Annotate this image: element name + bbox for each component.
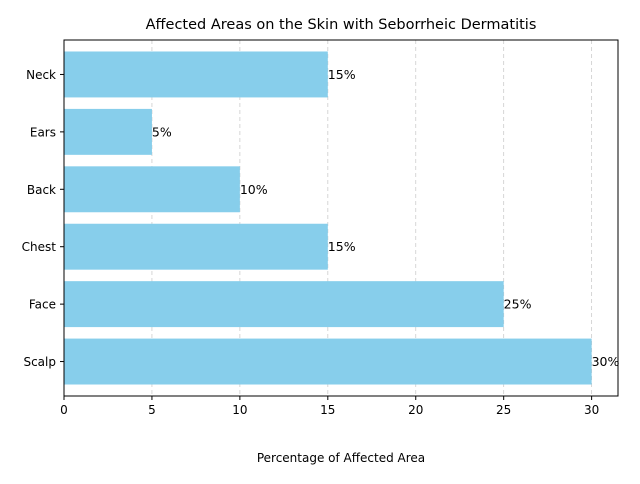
x-tick-label: 5 bbox=[148, 403, 156, 417]
y-tick-label: Scalp bbox=[23, 355, 56, 369]
y-axis-ticks: Scalp Face Chest Back Ears Neck bbox=[22, 68, 64, 369]
bar-chest bbox=[64, 223, 328, 270]
y-tick-label: Neck bbox=[26, 68, 56, 82]
y-tick-label: Ears bbox=[30, 125, 56, 139]
x-tick-label: 15 bbox=[320, 403, 335, 417]
data-label-scalp: 30% bbox=[592, 354, 620, 369]
data-label-face: 25% bbox=[504, 297, 532, 312]
y-tick-label: Back bbox=[27, 183, 56, 197]
x-tick-label: 30 bbox=[584, 403, 599, 417]
chart-title: Affected Areas on the Skin with Seborrhe… bbox=[146, 17, 537, 33]
bar-back bbox=[64, 166, 240, 213]
axes-frame bbox=[63, 39, 619, 397]
grid bbox=[63, 40, 593, 396]
x-tick-label: 20 bbox=[408, 403, 423, 417]
x-tick-label: 10 bbox=[232, 403, 247, 417]
x-tick-label: 25 bbox=[496, 403, 511, 417]
y-tick-label: Face bbox=[29, 298, 56, 312]
bar-scalp bbox=[64, 338, 592, 385]
bar-neck bbox=[64, 51, 328, 98]
data-label-back: 10% bbox=[240, 182, 268, 197]
x-tick-label: 0 bbox=[60, 403, 68, 417]
data-labels: 30% 25% 15% 10% 5% 15% bbox=[152, 67, 620, 369]
data-label-neck: 15% bbox=[328, 67, 356, 82]
bars bbox=[64, 51, 592, 385]
x-axis-label: Percentage of Affected Area bbox=[257, 451, 425, 465]
bar-face bbox=[64, 281, 504, 328]
bar-ears bbox=[64, 108, 152, 155]
data-label-ears: 5% bbox=[152, 124, 172, 139]
y-tick-label: Chest bbox=[22, 240, 57, 254]
data-label-chest: 15% bbox=[328, 239, 356, 254]
x-axis-ticks: 0 5 10 15 20 25 30 bbox=[60, 396, 599, 417]
